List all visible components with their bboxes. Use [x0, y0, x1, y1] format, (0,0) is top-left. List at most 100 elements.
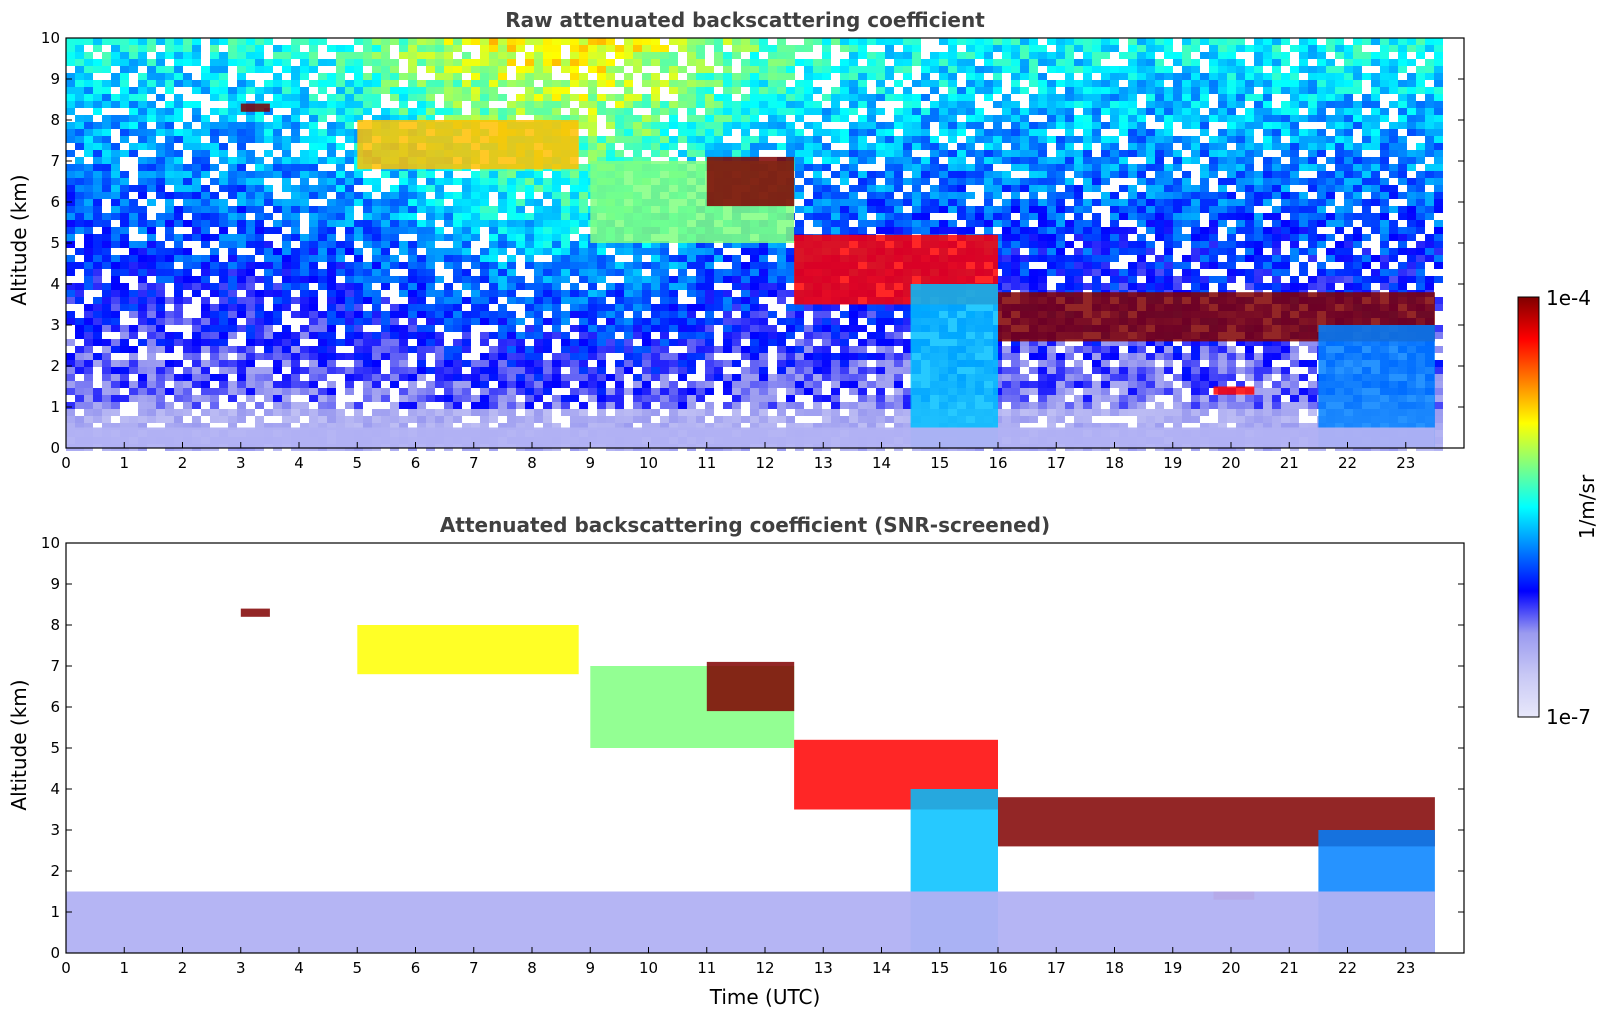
noise-cell	[1020, 115, 1029, 122]
noise-cell	[453, 178, 462, 185]
noise-cell	[174, 136, 183, 143]
noise-cell	[561, 269, 570, 276]
noise-cell	[102, 248, 111, 255]
noise-cell	[561, 220, 570, 227]
noise-cell	[201, 206, 210, 213]
noise-cell	[408, 283, 417, 290]
noise-cell	[66, 136, 75, 143]
noise-cell	[1065, 45, 1074, 52]
noise-cell	[210, 220, 219, 227]
noise-cell	[984, 115, 993, 122]
noise-cell	[1011, 108, 1020, 115]
noise-cell	[327, 290, 336, 297]
noise-cell	[192, 255, 201, 262]
noise-cell	[948, 227, 957, 234]
noise-cell	[84, 234, 93, 241]
noise-cell	[183, 276, 192, 283]
noise-cell	[588, 143, 597, 150]
noise-cell	[1263, 52, 1272, 59]
noise-cell	[1326, 143, 1335, 150]
noise-cell	[1335, 115, 1344, 122]
noise-cell	[120, 241, 129, 248]
noise-cell	[1353, 185, 1362, 192]
noise-cell	[471, 199, 480, 206]
noise-cell	[228, 234, 237, 241]
noise-cell	[1200, 234, 1209, 241]
noise-cell	[633, 290, 642, 297]
noise-cell	[165, 206, 174, 213]
noise-cell	[255, 87, 264, 94]
noise-cell	[129, 199, 138, 206]
noise-cell	[516, 220, 525, 227]
noise-cell	[1236, 150, 1245, 157]
noise-cell	[804, 178, 813, 185]
noise-cell	[1434, 262, 1443, 269]
noise-cell	[921, 164, 930, 171]
noise-cell	[1290, 164, 1299, 171]
noise-cell	[1191, 157, 1200, 164]
noise-cell	[1083, 157, 1092, 164]
noise-cell	[138, 38, 147, 45]
noise-cell	[255, 262, 264, 269]
noise-cell	[345, 101, 354, 108]
noise-cell	[165, 80, 174, 87]
noise-cell	[1254, 73, 1263, 80]
noise-cell	[408, 199, 417, 206]
noise-cell	[246, 45, 255, 52]
noise-cell	[597, 108, 606, 115]
noise-cell	[921, 115, 930, 122]
noise-cell	[228, 290, 237, 297]
noise-cell	[1236, 220, 1245, 227]
noise-cell	[1299, 283, 1308, 290]
noise-cell	[912, 59, 921, 66]
noise-cell	[93, 38, 102, 45]
noise-cell	[1074, 171, 1083, 178]
noise-cell	[291, 73, 300, 80]
noise-cell	[759, 38, 768, 45]
noise-cell	[849, 199, 858, 206]
noise-cell	[1020, 45, 1029, 52]
noise-cell	[1047, 66, 1056, 73]
noise-cell	[174, 115, 183, 122]
noise-cell	[876, 143, 885, 150]
noise-cell	[1380, 234, 1389, 241]
noise-cell	[345, 115, 354, 122]
noise-cell	[579, 269, 588, 276]
noise-cell	[777, 101, 786, 108]
noise-cell	[1362, 94, 1371, 101]
noise-cell	[156, 108, 165, 115]
noise-cell	[282, 297, 291, 304]
noise-cell	[867, 115, 876, 122]
noise-cell	[651, 255, 660, 262]
noise-cell	[822, 143, 831, 150]
noise-cell	[507, 255, 516, 262]
noise-cell	[687, 59, 696, 66]
noise-cell	[354, 59, 363, 66]
noise-cell	[912, 52, 921, 59]
noise-cell	[1317, 164, 1326, 171]
noise-cell	[1263, 108, 1272, 115]
noise-cell	[138, 59, 147, 66]
noise-cell	[1020, 241, 1029, 248]
noise-cell	[1209, 276, 1218, 283]
noise-cell	[1272, 157, 1281, 164]
noise-cell	[255, 220, 264, 227]
noise-cell	[390, 94, 399, 101]
noise-cell	[1011, 206, 1020, 213]
noise-cell	[1038, 269, 1047, 276]
noise-cell	[1362, 73, 1371, 80]
noise-cell	[489, 52, 498, 59]
noise-cell	[1353, 276, 1362, 283]
noise-cell	[858, 220, 867, 227]
noise-cell	[1038, 206, 1047, 213]
noise-cell	[849, 304, 858, 311]
noise-cell	[1074, 59, 1083, 66]
noise-cell	[453, 311, 462, 318]
noise-cell	[1218, 157, 1227, 164]
noise-cell	[669, 80, 678, 87]
noise-cell	[282, 220, 291, 227]
noise-cell	[111, 52, 120, 59]
noise-cell	[408, 94, 417, 101]
noise-cell	[1353, 269, 1362, 276]
noise-cell	[210, 269, 219, 276]
